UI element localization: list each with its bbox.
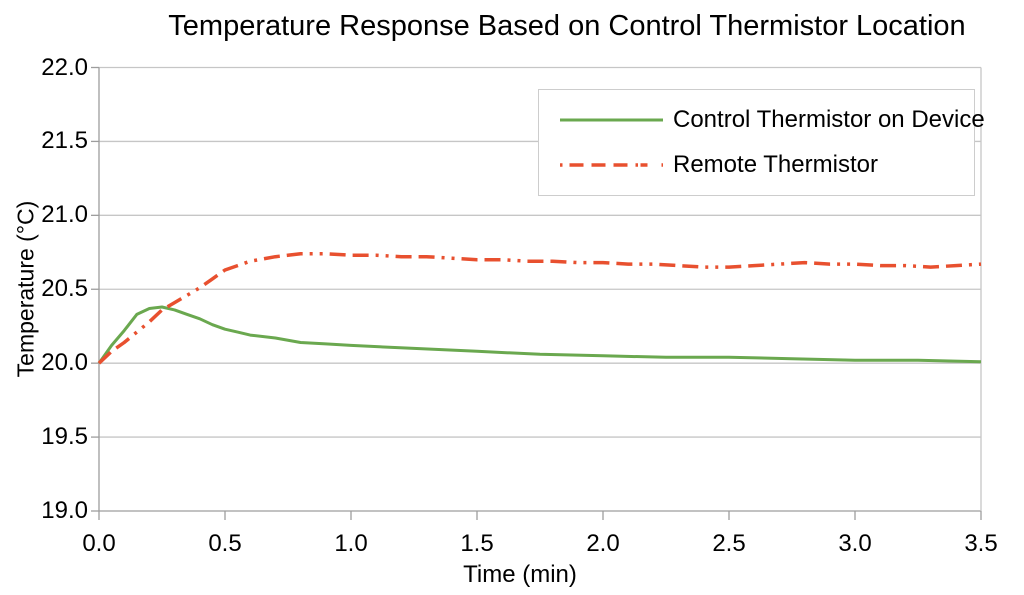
legend: Control Thermistor on Device Remote Ther…: [538, 89, 985, 196]
x-tick-label: 3.5: [964, 530, 998, 557]
legend-label-remote-thermistor: Remote Thermistor: [673, 150, 878, 178]
chart-title: Temperature Response Based on Control Th…: [168, 10, 966, 42]
series-line-remote-thermistor: [97, 252, 982, 365]
series-line-control-thermistor: [97, 305, 982, 365]
legend-line-sample-solid: [560, 118, 663, 122]
y-tick-label: 21.5: [41, 127, 88, 155]
x-tick-label: 0.0: [82, 530, 116, 557]
y-tick-label: 19.5: [41, 423, 88, 451]
y-tick-label: 19.0: [41, 497, 88, 524]
y-tick-label: 21.0: [41, 201, 88, 229]
x-axis-title: Time (min): [463, 561, 577, 588]
legend-item-remote-thermistor: Remote Thermistor: [559, 151, 974, 179]
y-tick-label: 22.0: [41, 53, 88, 81]
y-tick-label: 20.5: [41, 275, 88, 303]
y-tick-label: 20.0: [41, 349, 88, 377]
legend-line-sample-dashed: [560, 162, 663, 167]
x-tick-label: 2.0: [586, 530, 620, 557]
legend-label-control-thermistor: Control Thermistor on Device: [673, 106, 985, 134]
x-tick-label: 3.0: [838, 530, 872, 557]
legend-item-control-thermistor: Control Thermistor on Device: [559, 106, 985, 134]
x-tick-label: 1.0: [334, 530, 368, 557]
x-tick-label: 2.5: [712, 530, 746, 557]
x-tick-label: 1.5: [460, 530, 494, 557]
x-tick-label: 0.5: [208, 530, 242, 557]
